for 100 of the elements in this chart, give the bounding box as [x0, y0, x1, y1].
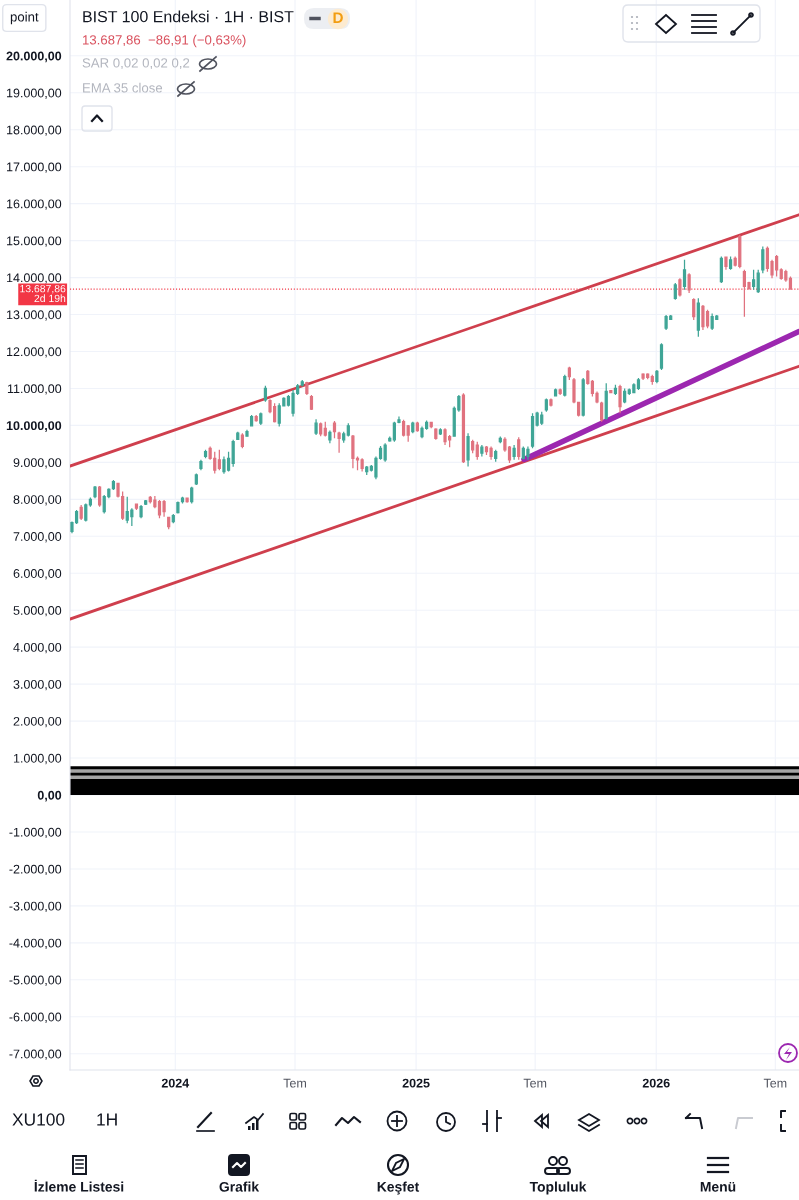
candlestick [194, 472, 198, 486]
candlestick [632, 382, 636, 394]
candlestick [480, 444, 484, 458]
y-tick-label: 14.000,00 [7, 273, 62, 284]
y-tick-label: 6.000,00 [13, 569, 62, 580]
candlestick [526, 445, 530, 461]
y-tick-label: 10.000,00 [6, 421, 62, 432]
candlestick [420, 425, 424, 439]
candlestick [139, 504, 143, 519]
candlestick [328, 429, 332, 444]
candlestick [738, 234, 742, 269]
candlestick [434, 427, 438, 441]
candlestick [572, 377, 576, 404]
candlestick [692, 297, 696, 321]
candlestick [687, 272, 691, 294]
candlestick [696, 297, 700, 338]
y-tick-label: 9.000,00 [13, 458, 62, 469]
text: point [10, 11, 39, 25]
candlestick [641, 372, 645, 381]
candlestick [494, 449, 498, 463]
candlestick [185, 496, 189, 504]
candlestick [623, 387, 627, 404]
y-tick-label: 8.000,00 [13, 495, 62, 506]
candlestick [609, 389, 613, 394]
candlestick [406, 424, 410, 443]
candlestick [779, 267, 783, 281]
candlestick [249, 414, 254, 428]
candlestick [351, 434, 355, 469]
candlestick [567, 366, 571, 381]
text: Menü [700, 1181, 736, 1192]
candlestick [401, 419, 406, 438]
x-tick-label: Tem [283, 1078, 306, 1088]
x-tick-label: 2025 [402, 1078, 430, 1088]
candlestick [678, 277, 682, 298]
candlestick [392, 421, 396, 443]
candlestick [618, 384, 622, 414]
candlestick [724, 255, 728, 271]
candlestick [627, 387, 631, 396]
candlestick [199, 459, 203, 471]
y-tick-label: 15.000,00 [7, 236, 62, 247]
candlestick [636, 377, 641, 391]
candlestick [705, 309, 710, 329]
candlestick [383, 442, 387, 463]
candlestick [314, 418, 318, 436]
candlestick [517, 436, 521, 461]
candlestick [360, 457, 364, 473]
candlestick [540, 411, 544, 426]
candlestick [245, 429, 249, 438]
text: Keşfet [377, 1181, 420, 1195]
candlestick [466, 432, 470, 468]
candlestick [157, 499, 162, 519]
y-tick-label: 17.000,00 [7, 162, 62, 173]
candlestick [553, 387, 558, 398]
candlestick [788, 275, 793, 291]
y-tick-label: -4.000,00 [9, 938, 62, 949]
candlestick [263, 385, 268, 403]
candlestick [323, 421, 327, 438]
text: Topluluk [529, 1181, 587, 1195]
candlestick [604, 382, 608, 421]
candlestick [664, 314, 668, 331]
candlestick [530, 412, 535, 449]
text: Grafik [219, 1181, 260, 1192]
candlestick [240, 432, 244, 449]
y-tick-label: 2.000,00 [13, 716, 62, 728]
y-tick-label: 19.000,00 [7, 88, 62, 99]
text: XU100 [12, 1113, 65, 1126]
candlestick [309, 394, 314, 411]
text: 1H [97, 1113, 117, 1126]
candlestick [535, 411, 539, 428]
candlestick [319, 421, 323, 437]
candlestick [438, 427, 443, 436]
candlestick [231, 439, 235, 468]
candlestick [650, 374, 654, 386]
y-tick-label: -3.000,00 [9, 901, 62, 913]
candlestick [461, 392, 466, 464]
candlestick [97, 485, 102, 508]
candlestick [701, 304, 705, 331]
annotation: D [333, 12, 343, 23]
candlestick [226, 451, 231, 473]
candlestick [176, 500, 180, 515]
y-tick-label: 11.000,00 [7, 384, 62, 395]
y-tick-label: 20.000,00 [6, 51, 62, 63]
annotation: EMA 35 close [83, 82, 163, 93]
y-tick-label: 4.000,00 [13, 642, 62, 654]
y-tick-label: -7.000,00 [9, 1049, 62, 1060]
y-tick-label: 18.000,00 [7, 125, 62, 136]
candlestick [111, 479, 116, 491]
x-tick-label: 2024 [161, 1078, 190, 1088]
candlestick [544, 397, 548, 413]
candlestick [88, 496, 93, 508]
candlestick [563, 374, 567, 398]
text: 13.687,86 −86,91 (−0,63%) [83, 34, 246, 48]
candlestick [300, 379, 304, 388]
y-tick-label: 7.000,00 [13, 532, 62, 543]
candlestick [475, 441, 479, 461]
y-tick-label: -2.000,00 [9, 864, 62, 876]
y-tick-label: 3.000,00 [13, 679, 62, 691]
candlestick [388, 435, 392, 443]
y-tick-label: -5.000,00 [9, 975, 62, 986]
y-tick-label: 12.000,00 [7, 347, 62, 358]
